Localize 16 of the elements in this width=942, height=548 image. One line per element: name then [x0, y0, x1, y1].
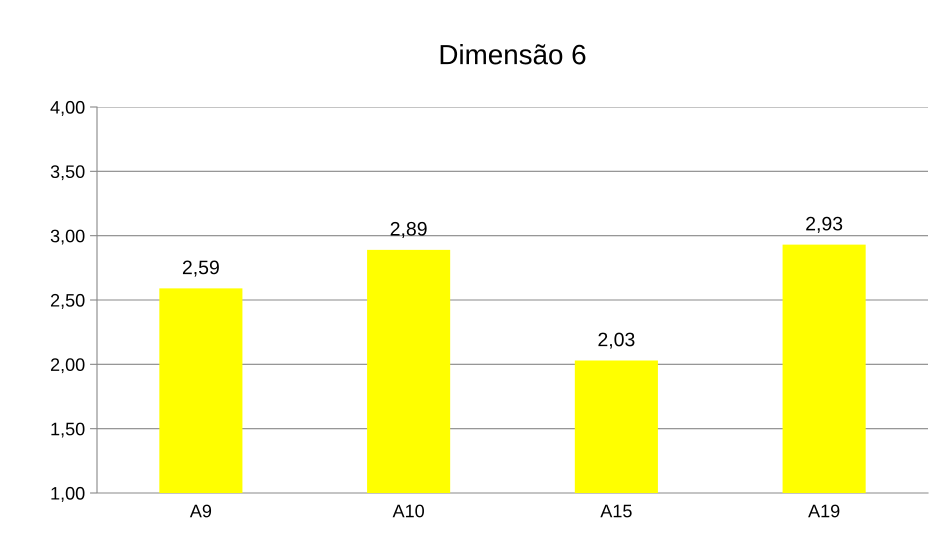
data-label: 2,93 [806, 216, 842, 233]
y-tick-label: 4,00 [50, 100, 84, 116]
data-label: 2,03 [598, 332, 634, 349]
y-tick-label: 1,00 [51, 486, 84, 502]
data-label: 2,59 [182, 260, 219, 277]
y-tick-label: 3,50 [50, 165, 84, 180]
y-tick-label: 1,50 [51, 422, 84, 438]
y-tick-label: 2,00 [50, 358, 84, 374]
x-tick-label: A15 [600, 504, 632, 518]
x-tick-label: A19 [808, 504, 840, 518]
x-tick-label: A9 [190, 504, 212, 518]
y-tick-label: 2,50 [50, 294, 84, 309]
data-label: 2,89 [390, 222, 427, 238]
y-tick-label: 3,00 [50, 230, 84, 245]
x-tick-label: A10 [392, 504, 424, 518]
chart-title: Dimensão 6 [440, 44, 586, 64]
